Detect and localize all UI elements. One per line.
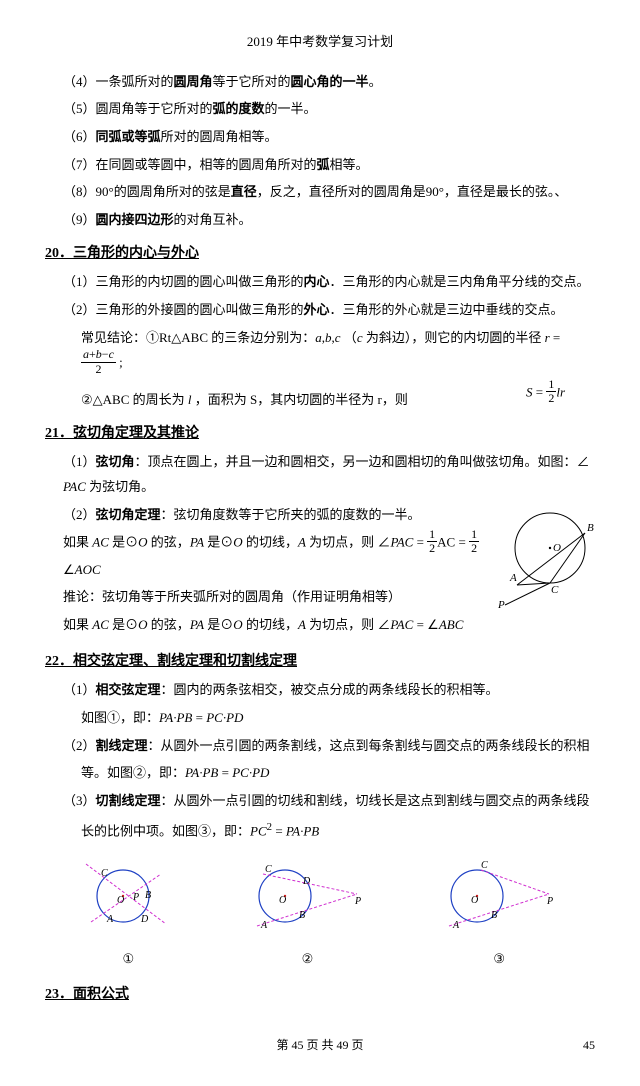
section-21-title: 21．弦切角定理及其推论: [45, 421, 595, 448]
diagram-3: O A B C P ③: [439, 854, 559, 972]
item-21-1: （1）弦切角：顶点在圆上，并且一边和圆相交，另一边和圆相切的角叫做弦切角。如图：…: [45, 450, 595, 499]
item-20-4: ②△ABC 的周长为 l ，面积为 S，其内切圆的半径为 r，则 S = 12l…: [45, 388, 595, 413]
svg-text:C: C: [551, 584, 559, 596]
svg-text:D: D: [140, 914, 149, 925]
svg-text:D: D: [302, 876, 311, 887]
diagrams-row: O C D P B A ① O A B C D P ② O: [45, 854, 595, 972]
item-22-3: （3）切割线定理：从圆外一点引圆的切线和割线，切线长是这点到割线与圆交点的两条线…: [45, 789, 595, 814]
item-9: （9）圆内接四边形的对角互补。: [45, 208, 595, 233]
svg-text:B: B: [587, 522, 594, 534]
item-8: （8）90°的圆周角所对的弦是直径，反之，直径所对的圆周角是90°，直径是最长的…: [45, 180, 595, 205]
svg-text:A: A: [260, 920, 268, 931]
item-20-2: （2）三角形的外接圆的圆心叫做三角形的外心．三角形的外心就是三边中垂线的交点。: [45, 298, 595, 323]
item-7: （7）在同圆或等圆中，相等的圆周角所对的弧相等。: [45, 153, 595, 178]
svg-text:C: C: [265, 864, 272, 875]
page-number: 45: [583, 1034, 595, 1057]
svg-text:A: A: [106, 914, 114, 925]
item-22-2b: 等。如图②，即：PA·PB = PC·PD: [45, 761, 595, 786]
diagram-2: O A B C D P ②: [247, 854, 367, 972]
svg-text:B: B: [491, 910, 497, 921]
doc-header: 2019 年中考数学复习计划: [45, 30, 595, 55]
svg-text:O: O: [117, 895, 124, 906]
item-22-1: （1）相交弦定理：圆内的两条弦相交，被交点分成的两条线段长的积相等。: [45, 678, 595, 703]
svg-text:O: O: [279, 895, 286, 906]
svg-text:P: P: [497, 599, 505, 611]
item-22-2: （2）割线定理：从圆外一点引圆的两条割线，这点到每条割线与圆交点的两条线段长的积…: [45, 734, 595, 759]
item-22-3b: 长的比例中项。如图③，即：PC2 = PA·PB: [45, 817, 595, 844]
item-20-3: 常见结论：①Rt△ABC 的三条边分别为：a,b,c （c 为斜边），则它的内切…: [45, 326, 595, 378]
svg-text:B: B: [299, 910, 305, 921]
diagram-1: O C D P B A ①: [81, 854, 176, 972]
item-22-1b: 如图①，即：PA·PB = PC·PD: [45, 706, 595, 731]
svg-text:P: P: [354, 896, 361, 907]
item-4: （4）一条弧所对的圆周角等于它所对的圆心角的一半。: [45, 70, 595, 95]
section-22-title: 22．相交弦定理、割线定理和切割线定理: [45, 649, 595, 676]
item-20-1: （1）三角形的内切圆的圆心叫做三角形的内心．三角形的内心就是三内角角平分线的交点…: [45, 270, 595, 295]
svg-text:A: A: [509, 572, 517, 584]
svg-text:A: A: [452, 920, 460, 931]
footer: 第 45 页 共 49 页 45: [45, 1034, 595, 1057]
svg-text:C: C: [481, 860, 488, 871]
section-20-title: 20．三角形的内心与外心: [45, 241, 595, 268]
page-center: 第 45 页 共 49 页: [276, 1038, 363, 1052]
svg-text:B: B: [145, 890, 151, 901]
item-5: （5）圆周角等于它所对的弧的度数的一半。: [45, 97, 595, 122]
svg-text:C: C: [101, 868, 108, 879]
formula-s-half-lr: S = 12lr: [526, 380, 565, 407]
svg-text:O: O: [471, 895, 478, 906]
item-21-4: 如果 AC 是⊙O 的弦，PA 是⊙O 的切线，A 为切点，则 ∠PAC = ∠…: [45, 613, 595, 638]
item-6: （6）同弧或等弧所对的圆周角相等。: [45, 125, 595, 150]
section-23-title: 23．面积公式: [45, 982, 595, 1009]
fraction-r: a+b−c2: [81, 348, 116, 375]
tangent-circle-diagram: O P A B C: [495, 503, 595, 608]
svg-text:P: P: [132, 892, 139, 903]
svg-text:P: P: [546, 896, 553, 907]
